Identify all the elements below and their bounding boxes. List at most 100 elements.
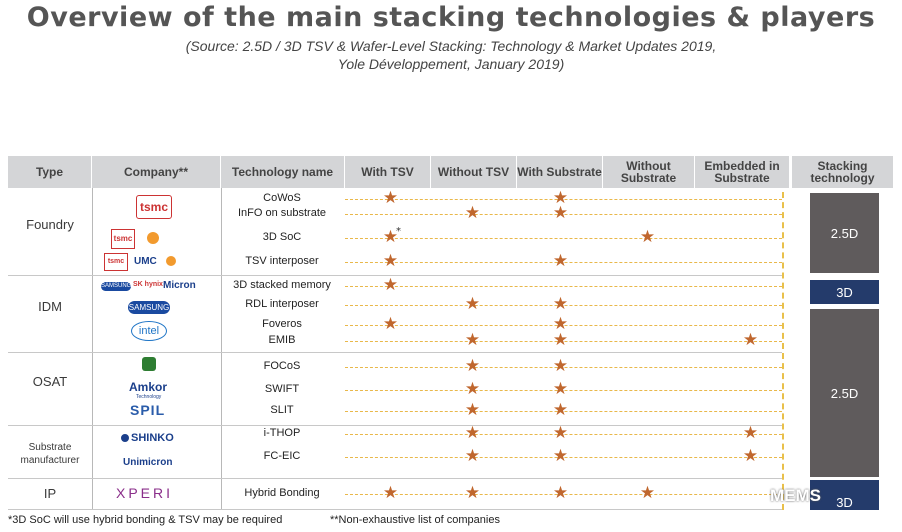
technology-name: Foveros <box>262 318 302 330</box>
row-guide <box>345 434 782 435</box>
type-foundry: Foundry <box>26 217 74 232</box>
ase-logo <box>142 357 156 371</box>
header-without-tsv: Without TSV <box>431 156 517 188</box>
star-mark-icon: ★ <box>552 188 569 208</box>
technology-name: EMIB <box>268 334 296 346</box>
star-mark-icon: ★ <box>464 446 481 466</box>
star-mark-icon: ★ <box>639 227 656 247</box>
star-mark-icon: ★ <box>552 203 569 223</box>
star-mark-icon: ★ <box>552 400 569 420</box>
technology-name: CoWoS <box>263 192 301 204</box>
amkor-sub-logo: Technology <box>136 394 162 400</box>
stacking-guide <box>782 192 810 510</box>
star-mark-icon: ★ <box>382 483 399 503</box>
row-guide <box>345 367 782 368</box>
star-mark-icon: ★ <box>382 227 399 247</box>
footnote-marker: * <box>396 226 401 237</box>
star-mark-icon: ★ <box>464 483 481 503</box>
stacking-label: 3D <box>836 495 853 510</box>
samsung-logo-small-text: SAMSUNG <box>101 283 132 289</box>
star-mark-icon: ★ <box>464 294 481 314</box>
star-mark-icon: ★ <box>464 356 481 376</box>
type-ip: IP <box>43 486 57 501</box>
group-divider <box>8 425 782 426</box>
row-guide <box>345 262 782 263</box>
header-with-tsv: With TSV <box>345 156 431 188</box>
star-mark-icon: ★ <box>552 423 569 443</box>
page-title: Overview of the main stacking technologi… <box>26 2 876 33</box>
shinko-logo: SHINKO <box>131 432 174 444</box>
stacking-block-3d-ip: 3D <box>810 480 879 510</box>
tsmc-logo-small: tsmc <box>111 229 135 249</box>
type-substrate-manufacturer: Substrate manufacturer <box>20 442 80 466</box>
star-mark-icon: ★ <box>552 483 569 503</box>
header-stacking-technology: Stacking technology <box>792 156 894 188</box>
technology-name: 3D stacked memory <box>233 279 331 291</box>
stacking-label: 2.5D <box>830 225 859 241</box>
star-mark-icon: ★ <box>464 330 481 350</box>
unimicron-logo: Unimicron <box>123 457 173 468</box>
shinko-icon <box>121 434 129 442</box>
row-guide <box>345 305 782 306</box>
star-mark-icon: ★ <box>552 446 569 466</box>
header-with-substrate: With Substrate <box>517 156 603 188</box>
technology-name: SWIFT <box>264 383 300 395</box>
row-guide <box>345 457 782 458</box>
group-divider <box>8 352 782 353</box>
intel-logo-text: intel <box>138 325 160 337</box>
samsung-logo-text: SAMSUNG <box>128 303 170 312</box>
star-mark-icon: ★ <box>464 423 481 443</box>
xperi-logo: XPERI <box>116 485 174 501</box>
header-type: Type <box>8 156 92 188</box>
header-embedded-in-substrate: Embedded in Substrate <box>695 156 790 188</box>
star-mark-icon: ★ <box>552 294 569 314</box>
row-guide <box>345 494 782 495</box>
star-mark-icon: ★ <box>552 330 569 350</box>
technology-name: Hybrid Bonding <box>244 487 320 499</box>
star-mark-icon: ★ <box>382 275 399 295</box>
row-guide <box>345 390 782 391</box>
star-mark-icon: ★ <box>552 314 569 334</box>
star-mark-icon: ★ <box>742 446 759 466</box>
row-guide <box>345 286 782 287</box>
amkor-logo: Amkor <box>129 380 168 394</box>
star-mark-icon: ★ <box>382 188 399 208</box>
type-idm: IDM <box>38 299 62 314</box>
star-mark-icon: ★ <box>742 330 759 350</box>
row-guide <box>345 199 782 200</box>
star-mark-icon: ★ <box>464 379 481 399</box>
row-guide <box>345 341 782 342</box>
group-divider <box>8 275 782 276</box>
technology-name: FOCoS <box>263 360 301 372</box>
technology-name: RDL interposer <box>245 298 319 310</box>
tsmc-logo-tiny: tsmc <box>104 253 128 271</box>
technology-name: 3D SoC <box>262 231 302 243</box>
partner-logo-orange <box>147 232 159 244</box>
partner-logo-orange-small <box>166 256 176 266</box>
type-osat: OSAT <box>32 374 68 389</box>
star-mark-icon: ★ <box>552 251 569 271</box>
source-line-2: Yole Développement, January 2019) <box>337 56 565 72</box>
watermark-text: MEMS <box>770 486 821 505</box>
technology-name: FC-EIC <box>263 450 301 462</box>
column-divider <box>92 188 93 510</box>
samsung-logo: SAMSUNG <box>128 301 170 314</box>
hynix-logo: SK hynix <box>133 281 163 288</box>
stacking-label: 2.5D <box>830 385 859 401</box>
star-mark-icon: ★ <box>639 483 656 503</box>
technology-name: TSV interposer <box>245 255 319 267</box>
row-guide <box>345 325 782 326</box>
micron-logo: Micron <box>163 280 196 291</box>
technology-name: i-THOP <box>263 427 301 439</box>
star-mark-icon: ★ <box>382 314 399 334</box>
star-mark-icon: ★ <box>464 400 481 420</box>
row-guide <box>345 238 782 239</box>
samsung-logo-small: SAMSUNG <box>101 282 131 291</box>
star-mark-icon: ★ <box>742 423 759 443</box>
header-without-substrate: Without Substrate <box>603 156 695 188</box>
stacking-block-2-5d-lower: 2.5D <box>810 309 879 477</box>
header-technology: Technology name <box>221 156 345 188</box>
star-mark-icon: ★ <box>464 203 481 223</box>
star-mark-icon: ★ <box>382 251 399 271</box>
